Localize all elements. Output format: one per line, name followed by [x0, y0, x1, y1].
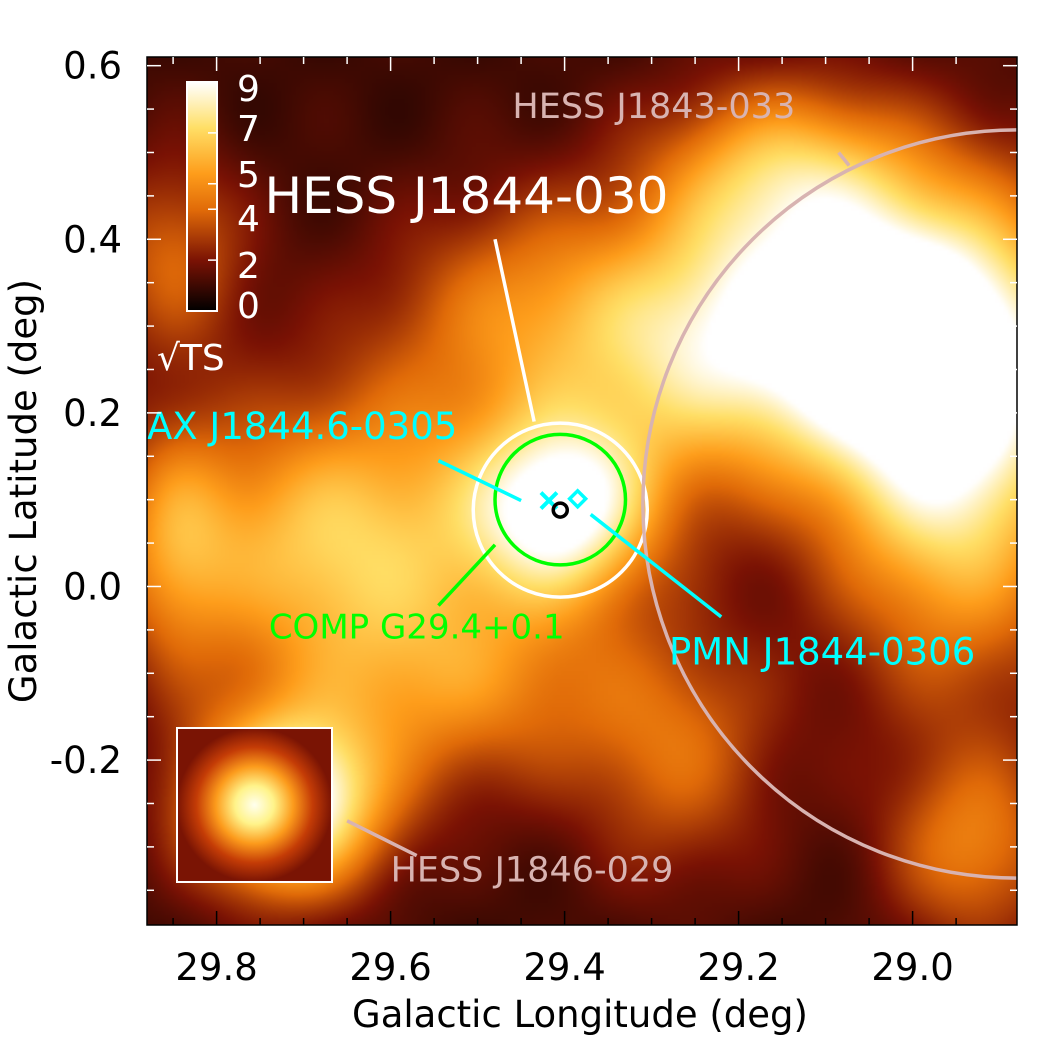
plot-frame: [146, 56, 1018, 926]
colorbar: 97 54 20 √TS: [157, 69, 260, 379]
x-tick-label: 29.2: [697, 946, 779, 989]
source-hess-j1844-030: HESS J1844-030: [264, 167, 668, 422]
colorbar-tick-label: 2: [237, 246, 260, 287]
x-tick-label: 29.0: [871, 946, 953, 989]
hess-j1846-029-label: HESS J1846-029: [391, 851, 674, 891]
comp-g29-4-pointer-line: [437, 543, 497, 607]
colorbar-tick-label: 5: [237, 155, 260, 196]
pmn-j1844-label: PMN J1844-0306: [669, 631, 975, 674]
x-tick-label: 29.6: [349, 946, 431, 989]
pmn-j1844-pointer-line: [589, 513, 723, 619]
clipped-overlays: [471, 128, 1017, 880]
psf-inset: [176, 727, 333, 883]
hess-j1844-030-label: HESS J1844-030: [264, 167, 668, 225]
pmn-diamond-marker: [567, 488, 589, 510]
source-hess-j1843-033: HESS J1843-033: [512, 87, 851, 167]
y-tick-label: 0.6: [63, 45, 122, 88]
colorbar-tick-label: 4: [237, 199, 260, 240]
colorbar-label: √TS: [157, 338, 225, 379]
hess-j1844-030-circle: [471, 421, 649, 599]
hess-j1844-030-pointer-line: [493, 238, 536, 422]
x-tick-label: 29.4: [523, 946, 605, 989]
center-circle-marker: [551, 501, 569, 519]
y-tick-label: 0.4: [63, 218, 122, 261]
ax-j1844-label: AX J1844.6-0305: [147, 405, 457, 448]
y-tick-label: 0.2: [63, 392, 122, 435]
colorbar-ticks: 97 54 20: [208, 69, 260, 327]
source-hess-j1846-029: HESS J1846-029: [346, 819, 674, 891]
x-tick-label: 29.8: [175, 946, 257, 989]
hess-j1843-033-label: HESS J1843-033: [512, 87, 795, 127]
y-tick-label: -0.2: [50, 739, 122, 782]
comp-g29-4-circle: [493, 432, 628, 567]
source-comp-g29-4: COMP G29.4+0.1: [269, 543, 565, 648]
comp-g29-4-label: COMP G29.4+0.1: [269, 608, 565, 648]
psf-inset-image: [176, 727, 333, 883]
hess-j1846-029-pointer-line: [346, 819, 418, 858]
hess-j1843-033-pointer-line: [837, 151, 851, 167]
y-tick-label: 0.0: [63, 565, 122, 608]
colorbar-gradient: [186, 81, 218, 312]
colorbar-tick-label: 0: [237, 286, 260, 327]
source-ax-j1844: AX J1844.6-0305: [147, 405, 522, 503]
source-pmn-j1844: PMN J1844-0306: [589, 513, 975, 674]
axis-ticks: 29.8 29.6 29.4 29.2 29.0 0.6 0.4 0.2 0.0 -0.2: [50, 45, 1017, 989]
y-axis-label: Galactic Latitude (deg): [2, 279, 45, 703]
source-overlays: HESS J1844-030 COMP G29.4+0.1 AX J1844.6-0…: [147, 87, 1017, 891]
colorbar-tick-label: 7: [237, 109, 260, 150]
colorbar-tick-label: 9: [237, 69, 260, 110]
x-axis-label: Galactic Longitude (deg): [352, 993, 808, 1036]
hess-j1843-033-circle: [641, 128, 1017, 880]
ax-j1844-pointer-line: [437, 459, 522, 503]
